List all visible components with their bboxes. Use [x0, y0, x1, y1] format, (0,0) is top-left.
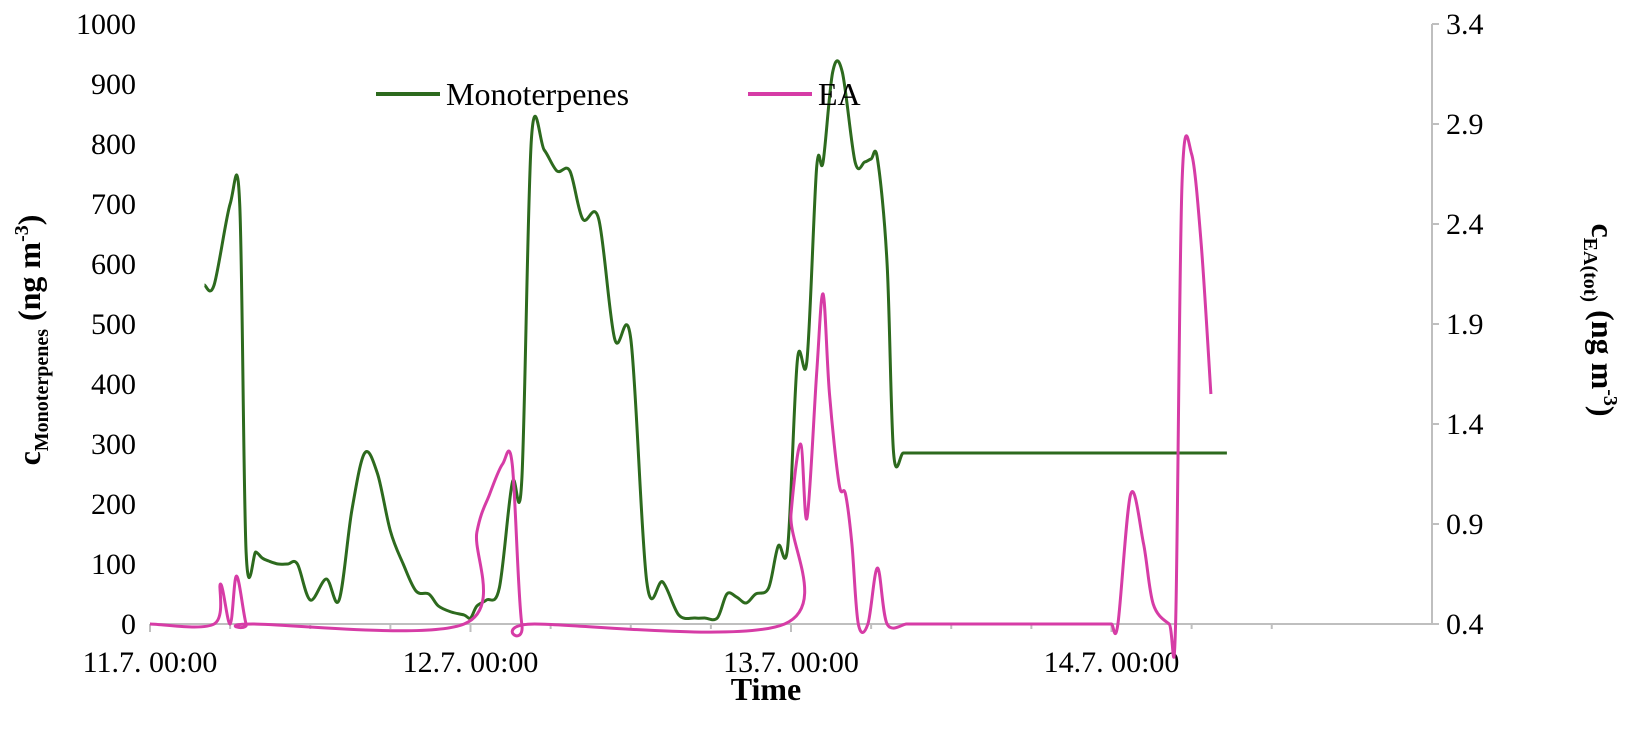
y-left-tick-label: 0 [121, 608, 136, 641]
y-left-tick-label: 200 [91, 488, 136, 521]
tick-labels: 0 100 200 300 400 500 600 700 800 900 1000 0.4 0.9 1.… [76, 8, 1484, 679]
y-left-tick-label: 300 [91, 428, 136, 461]
legend: Monoterpenes EA [376, 76, 861, 112]
y-left-tick-label: 600 [91, 248, 136, 281]
y-left-tick-label: 900 [91, 68, 136, 101]
axis-lines [149, 23, 1439, 632]
y-left-tick-label: 100 [91, 548, 136, 581]
x-tick-label: 12.7. 00:00 [403, 646, 539, 679]
y-axis-title-left: cMonoterpenes(ng m-3) [11, 215, 53, 466]
y-left-tick-label: 400 [91, 368, 136, 401]
y-right-tick-label: 2.9 [1446, 108, 1484, 141]
y-right-tick-label: 0.4 [1446, 608, 1484, 641]
x-tick-label: 14.7. 00:00 [1044, 646, 1180, 679]
y-left-tick-label: 500 [91, 308, 136, 341]
x-tick-label: 13.7. 00:00 [723, 646, 859, 679]
legend-label-monoterpenes: Monoterpenes [446, 76, 629, 112]
legend-label-ea: EA [818, 76, 861, 112]
series-line-ea [149, 134, 1213, 659]
x-tick-label: 11.7. 00:00 [83, 646, 218, 679]
y-right-tick-label: 3.4 [1446, 8, 1484, 41]
y-axis-title-right: cEA(tot)(ng m-3) [1579, 223, 1621, 416]
y-right-tick-label: 1.4 [1446, 408, 1484, 441]
y-left-tick-label: 1000 [76, 8, 136, 41]
y-right-tick-label: 1.9 [1446, 308, 1484, 341]
series-line-monoterpenes [203, 59, 1227, 622]
y-left-tick-label: 800 [91, 128, 136, 161]
y-right-tick-label: 0.9 [1446, 508, 1484, 541]
x-axis-title: Time [731, 671, 802, 707]
y-left-tick-label: 700 [91, 188, 136, 221]
y-right-tick-label: 2.4 [1446, 208, 1484, 241]
series-lines [149, 59, 1227, 659]
